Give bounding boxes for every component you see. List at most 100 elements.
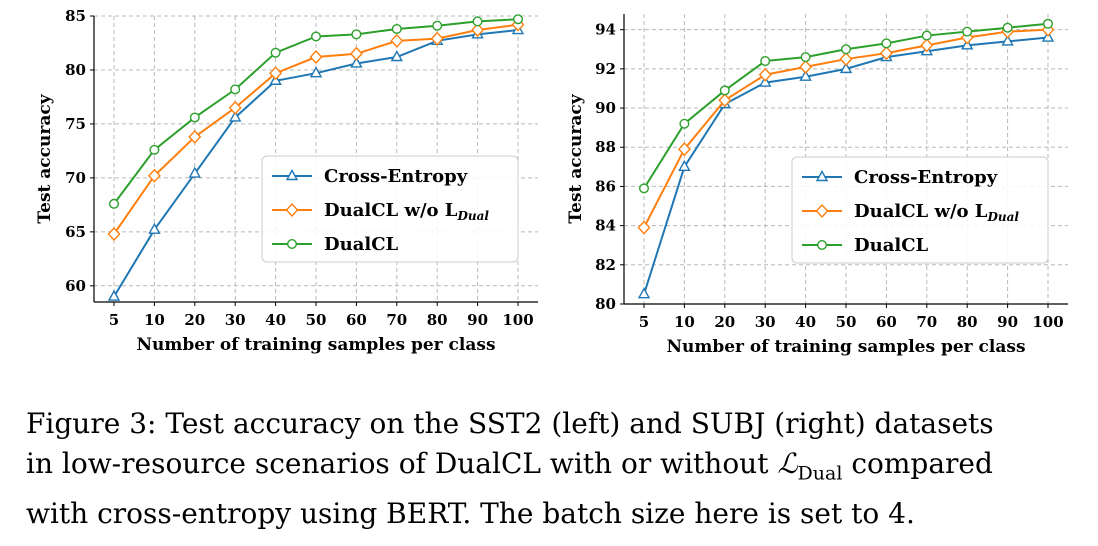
data-point-dualcl-w-o-l-dual bbox=[147, 168, 161, 183]
data-point-cross-entropy bbox=[390, 50, 403, 62]
x-tick-label: 70 bbox=[386, 311, 407, 329]
data-point-dualcl-w-o-l-dual bbox=[309, 49, 323, 65]
data-point-cross-entropy bbox=[107, 289, 121, 301]
legend-label-dualcl-w-o-l-dual: DualCL w/o LDual bbox=[854, 201, 1019, 224]
caption-loss-subscript: Dual bbox=[797, 462, 843, 485]
figure-charts: 5 10 20 30 40 50 60 70 80 90 100 60 65 70 75 80 85 Number… bbox=[35, 7, 1068, 357]
data-point-dualcl bbox=[432, 20, 443, 31]
data-point-dualcl bbox=[921, 30, 932, 41]
legend-label-dualcl: DualCL bbox=[324, 234, 399, 255]
data-point-dualcl bbox=[679, 118, 690, 129]
caption-line-3: with cross-entropy using BERT. The batch… bbox=[26, 496, 915, 530]
legend-label-dualcl-w-o-l-dual: DualCL w/o LDual bbox=[324, 200, 489, 223]
legend-label-main: DualCL w/o L bbox=[324, 200, 458, 221]
x-tick-label: 30 bbox=[225, 311, 246, 329]
y-tick-label: 75 bbox=[65, 115, 86, 133]
chart-sst2: 5 10 20 30 40 50 60 70 80 90 100 60 65 70 75 80 85 Number… bbox=[35, 7, 538, 355]
series-dualcl-w-o-l-dual bbox=[107, 17, 525, 242]
legend-marker-dualcl-w-o-l-dual bbox=[815, 203, 829, 219]
data-point-dualcl bbox=[638, 183, 649, 194]
data-point-dualcl-w-o-l-dual bbox=[879, 46, 893, 61]
legend-box bbox=[261, 155, 519, 263]
x-tick-label: 90 bbox=[997, 313, 1018, 331]
y-tick-label: 80 bbox=[65, 61, 86, 79]
y-tick-label: 84 bbox=[595, 217, 616, 235]
y-tick-label: 65 bbox=[65, 223, 86, 241]
legend-marker-dualcl-w-o-l-dual bbox=[285, 202, 299, 218]
legend-label-main: DualCL w/o L bbox=[854, 201, 988, 222]
y-tick-label: 60 bbox=[65, 277, 86, 295]
data-point-dualcl bbox=[230, 84, 241, 95]
legend-label-main: DualCL bbox=[324, 234, 399, 255]
x-tick-label: 5 bbox=[109, 311, 119, 329]
data-point-dualcl bbox=[270, 47, 281, 58]
series-dualcl bbox=[638, 18, 1054, 194]
data-point-dualcl-w-o-l-dual bbox=[390, 33, 404, 48]
legend-label-main: Cross-Entropy bbox=[324, 166, 468, 187]
x-tick-label: 80 bbox=[427, 311, 448, 329]
data-point-dualcl bbox=[881, 38, 892, 49]
x-tick-label: 50 bbox=[306, 311, 327, 329]
data-point-dualcl bbox=[1002, 22, 1013, 33]
caption-line-1: Figure 3: Test accuracy on the SST2 (lef… bbox=[26, 407, 994, 440]
data-point-dualcl-w-o-l-dual bbox=[188, 129, 202, 144]
data-point-dualcl bbox=[760, 56, 771, 67]
caption-line-2-start: in low-resource scenarios of DualCL with… bbox=[26, 447, 778, 480]
data-point-dualcl bbox=[472, 16, 483, 27]
data-point-cross-entropy bbox=[229, 110, 242, 122]
data-point-dualcl bbox=[149, 144, 160, 155]
caption-line-2-end: compared bbox=[842, 447, 993, 480]
legend-box bbox=[791, 156, 1049, 264]
legend-marker-dualcl bbox=[817, 239, 828, 250]
x-tick-label: 20 bbox=[714, 313, 735, 331]
y-tick-label: 86 bbox=[595, 177, 616, 195]
x-tick-label: 40 bbox=[795, 313, 816, 331]
data-point-dualcl bbox=[1043, 18, 1054, 29]
legend-marker-cross-entropy bbox=[815, 170, 829, 182]
x-tick-label: 60 bbox=[346, 311, 367, 329]
x-axis-label: Number of training samples per class bbox=[136, 335, 495, 355]
x-tick-label: 10 bbox=[144, 311, 165, 329]
x-tick-label: 30 bbox=[755, 313, 776, 331]
caption-loss-symbol: ℒ bbox=[777, 447, 798, 480]
data-point-dualcl-w-o-l-dual bbox=[269, 66, 283, 81]
data-point-cross-entropy bbox=[637, 287, 651, 299]
data-point-dualcl-w-o-l-dual bbox=[677, 142, 691, 157]
data-point-dualcl-w-o-l-dual bbox=[718, 93, 732, 108]
data-point-dualcl bbox=[841, 44, 852, 55]
y-tick-label: 85 bbox=[65, 7, 86, 25]
data-point-cross-entropy bbox=[678, 159, 691, 172]
x-tick-label: 50 bbox=[836, 313, 857, 331]
data-point-cross-entropy bbox=[350, 56, 363, 68]
data-point-dualcl-w-o-l-dual bbox=[228, 100, 242, 115]
x-tick-label: 80 bbox=[957, 313, 978, 331]
y-tick-label: 82 bbox=[595, 256, 616, 274]
legend-label-subscript: Dual bbox=[456, 209, 489, 223]
y-tick-label: 90 bbox=[595, 99, 616, 117]
y-axis-label: Test accuracy bbox=[35, 93, 55, 223]
data-point-dualcl-w-o-l-dual bbox=[349, 46, 363, 61]
x-tick-label: 100 bbox=[1032, 313, 1063, 331]
y-tick-label: 88 bbox=[595, 138, 616, 156]
x-axis-label: Number of training samples per class bbox=[666, 337, 1025, 357]
data-point-dualcl-w-o-l-dual bbox=[799, 59, 813, 74]
data-point-dualcl-w-o-l-dual bbox=[920, 38, 934, 53]
legend-label-subscript: Dual bbox=[986, 210, 1019, 224]
figure-caption: Figure 3: Test accuracy on the SST2 (lef… bbox=[26, 404, 1086, 534]
data-point-dualcl bbox=[391, 23, 402, 34]
data-point-dualcl bbox=[513, 14, 524, 25]
data-point-cross-entropy bbox=[148, 222, 161, 234]
x-tick-label: 90 bbox=[467, 311, 488, 329]
legend: Cross-Entropy DualCL w/o LDual DualCL bbox=[791, 156, 1049, 264]
x-tick-label: 60 bbox=[876, 313, 897, 331]
data-point-dualcl bbox=[962, 26, 973, 37]
legend-label-dualcl: DualCL bbox=[854, 235, 929, 256]
x-tick-label: 5 bbox=[639, 313, 649, 331]
x-tick-label: 70 bbox=[916, 313, 937, 331]
data-point-dualcl-w-o-l-dual bbox=[758, 67, 772, 82]
data-point-dualcl-w-o-l-dual bbox=[637, 220, 651, 235]
series-dualcl bbox=[108, 14, 524, 209]
data-point-dualcl-w-o-l-dual bbox=[430, 31, 444, 46]
y-tick-label: 80 bbox=[595, 295, 616, 313]
y-axis-label: Test accuracy bbox=[566, 93, 586, 223]
